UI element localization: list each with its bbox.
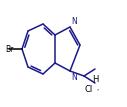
Text: Cl: Cl	[85, 85, 93, 94]
Text: N: N	[71, 16, 77, 25]
Text: N: N	[71, 73, 77, 82]
Text: ’: ’	[96, 88, 98, 94]
Text: H: H	[92, 74, 98, 83]
Text: Br: Br	[5, 45, 13, 54]
